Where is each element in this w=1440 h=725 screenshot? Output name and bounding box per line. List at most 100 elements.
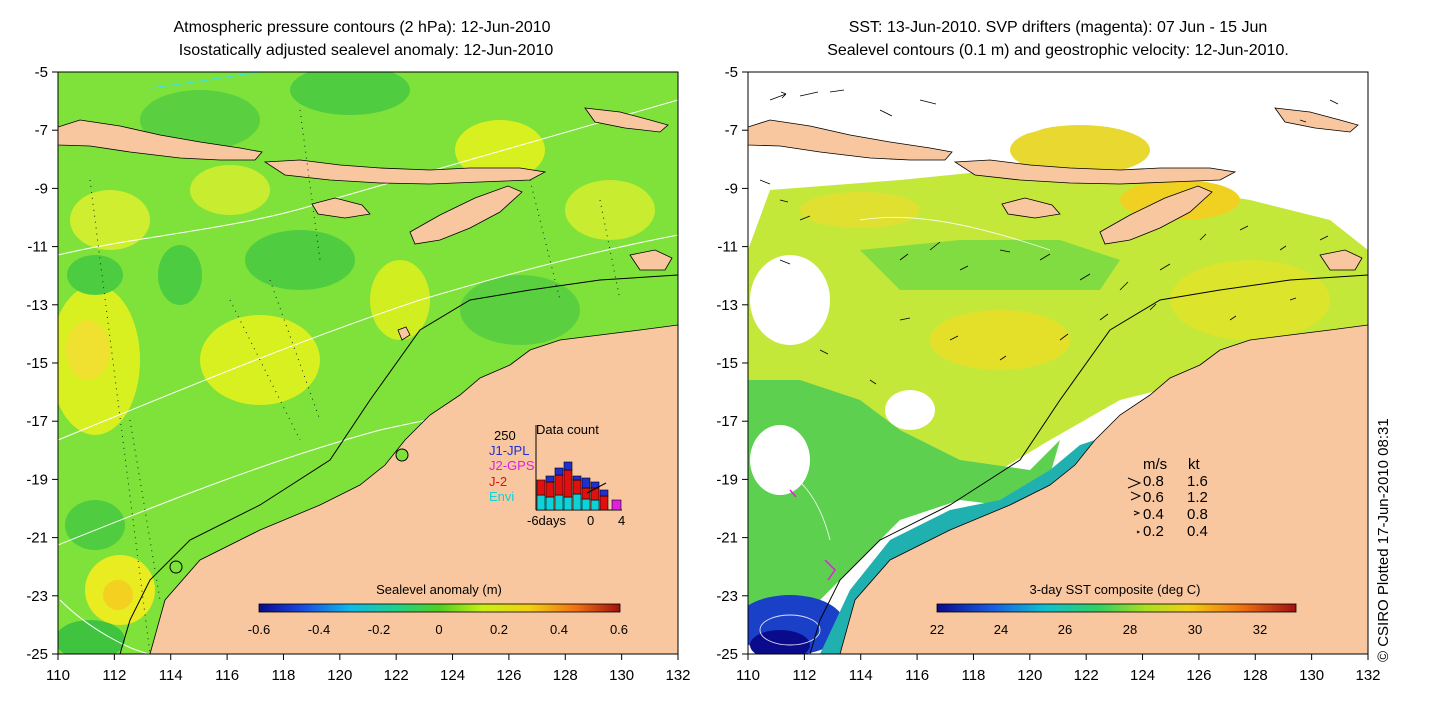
bar-j-2 — [554, 474, 564, 496]
geostrophic-vectors — [759, 89, 1339, 385]
sla-low-blob — [245, 230, 355, 290]
speed-header-ms: m/s — [1143, 456, 1167, 473]
nusa-tenggara-islands — [953, 159, 1237, 185]
sla-low-blob — [65, 500, 125, 550]
speed-kt-value: 0.4 — [1187, 523, 1208, 540]
sla-low-blob — [460, 275, 580, 345]
shelf-contour — [809, 274, 1368, 654]
datacount-max: 250 — [494, 428, 516, 443]
legend-j-2: J-2 — [489, 474, 507, 489]
bar-j1-jpl — [545, 475, 555, 483]
copyright-credit: © CSIRO Plotted 17-Jun-2010 08:31 — [1375, 418, 1392, 662]
speed-arrow — [1130, 491, 1142, 501]
bar-j-2 — [572, 479, 582, 495]
left-x-tick-label: 120 — [327, 667, 352, 684]
sst-cloud-gap — [750, 255, 830, 345]
sla-low-blob — [140, 90, 260, 150]
left-y-tick-label: -13 — [26, 297, 48, 314]
land-left — [58, 107, 678, 654]
sst-warm-patch — [930, 310, 1070, 370]
bar-j1-jpl — [590, 481, 600, 489]
sla-high-blob — [66, 320, 110, 380]
right-y-tick-label: -23 — [716, 588, 738, 605]
left-x-axis: 110 112 114 116 118 120 122 124 126 128 130 132 — [46, 654, 691, 684]
speed-ms-value: 0.2 — [1143, 523, 1164, 540]
left-x-tick-label: 124 — [440, 667, 465, 684]
sst-cloud-gap — [885, 390, 935, 430]
right-y-tick-label: -25 — [716, 646, 738, 663]
right-map — [748, 72, 1368, 654]
sla-high-blob — [370, 260, 430, 340]
left-x-tick-label: 110 — [46, 667, 70, 684]
bar-j1-jpl — [572, 475, 582, 481]
right-title-line1: SST: 13-Jun-2010. SVP drifters (magenta)… — [849, 19, 1268, 36]
left-colorbar-tick: 0 — [435, 622, 442, 637]
left-x-tick-label: 122 — [384, 667, 409, 684]
left-x-tick-label: 132 — [665, 667, 690, 684]
speed-kt-value: 1.6 — [1187, 473, 1208, 490]
left-colorbar-tick: -0.4 — [308, 622, 330, 637]
right-x-tick-label: 112 — [792, 667, 816, 684]
bar-j1-jpl — [581, 477, 591, 489]
speed-arrow — [1127, 477, 1142, 489]
sla-high-blob — [455, 120, 545, 180]
datacount-xlabel: 0 — [587, 513, 594, 528]
legend-envi: Envi — [489, 489, 514, 504]
sealevel-contours — [759, 175, 1368, 646]
right-y-tick-label: -21 — [716, 530, 738, 547]
left-x-tick-label: 126 — [496, 667, 521, 684]
right-colorbar-tick: 26 — [1058, 622, 1072, 637]
left-x-tick-label: 130 — [609, 667, 634, 684]
right-x-axis: 110 112 114 116 118 120 122 124 126 128 130 132 — [736, 654, 1381, 684]
sst-cloud-gap — [960, 85, 1060, 135]
datacount-xlabel: -6days — [527, 513, 567, 528]
right-x-tick-label: 110 — [736, 667, 760, 684]
islet — [397, 326, 411, 341]
left-x-tick-label: 128 — [553, 667, 578, 684]
bar-envi — [572, 493, 582, 511]
bar-envi — [554, 494, 564, 511]
bar-j-2 — [536, 479, 546, 496]
sla-high-blob — [190, 165, 270, 215]
right-colorbar-ticks: 22 24 26 28 30 32 — [930, 622, 1267, 637]
right-y-tick-label: -17 — [716, 413, 738, 430]
datacount-title: Data count — [536, 422, 599, 437]
right-x-tick-label: 124 — [1130, 667, 1155, 684]
legend-j2-gps: J2-GPS — [489, 458, 535, 473]
right-colorbar-tick: 32 — [1253, 622, 1267, 637]
right-colorbar-tick: 28 — [1123, 622, 1137, 637]
sla-low-blob — [67, 255, 123, 295]
right-y-tick-label: -5 — [725, 64, 738, 81]
left-colorbar-tick: 0.4 — [550, 622, 568, 637]
bar-envi — [563, 496, 573, 511]
sla-high-blob — [103, 580, 133, 610]
left-y-tick-label: -17 — [26, 413, 48, 430]
aru-island — [1319, 249, 1363, 271]
land-right — [748, 107, 1368, 654]
right-colorbar — [936, 603, 1297, 613]
bar-j1-jpl — [554, 467, 564, 476]
right-colorbar-tick: 30 — [1188, 622, 1202, 637]
left-x-tick-label: 118 — [271, 667, 295, 684]
bar-envi — [536, 494, 546, 511]
left-y-tick-label: -9 — [35, 180, 48, 197]
tide-gauge-marker — [395, 448, 409, 462]
right-x-tick-label: 128 — [1243, 667, 1268, 684]
speed-kt-value: 1.2 — [1187, 489, 1208, 506]
sla-high-blob — [70, 190, 150, 250]
right-x-tick-label: 130 — [1299, 667, 1324, 684]
left-y-tick-label: -19 — [26, 471, 48, 488]
right-x-tick-label: 118 — [961, 667, 985, 684]
right-x-tick-label: 114 — [849, 667, 873, 684]
right-title-line2: Sealevel contours (0.1 m) and geostrophi… — [827, 42, 1289, 59]
sla-high-blob — [565, 180, 655, 240]
sumba-island — [1001, 197, 1061, 219]
sst-warm-patch — [1010, 125, 1150, 175]
left-x-tick-label: 112 — [102, 667, 126, 684]
bar-envi — [545, 496, 555, 511]
left-colorbar — [258, 603, 621, 613]
bar-j2-gps — [611, 499, 622, 511]
right-colorbar-label: 3-day SST composite (deg C) — [1030, 582, 1201, 597]
left-colorbar-tick: 0.6 — [610, 622, 628, 637]
left-colorbar-tick: 0.2 — [490, 622, 508, 637]
